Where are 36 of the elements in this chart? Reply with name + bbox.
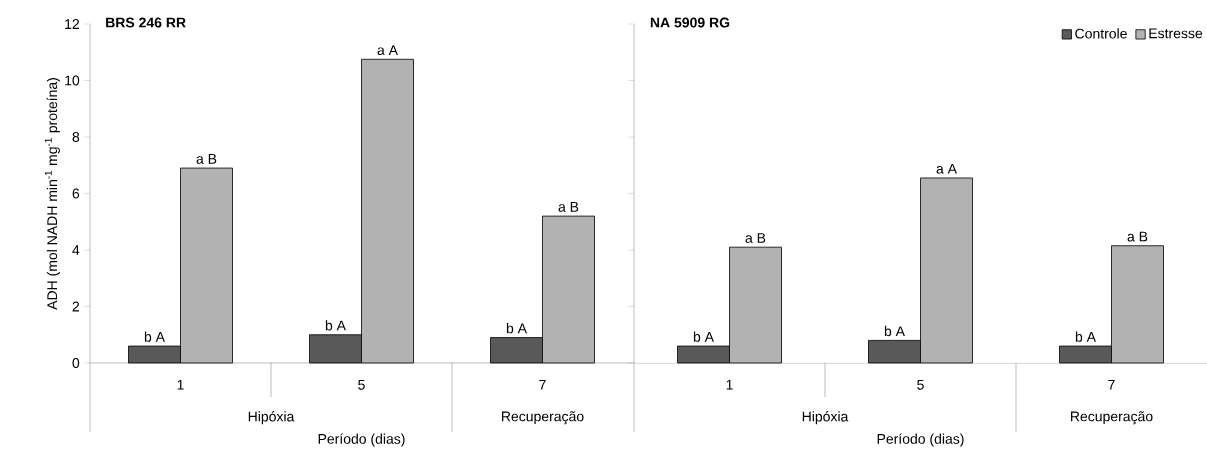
chart-title: BRS 246 RR (106, 17, 186, 28)
legend-label: Estresse (1149, 28, 1203, 39)
data-label: a B (1127, 231, 1148, 242)
x-tick-label: 5 (358, 379, 365, 390)
y-tick-label: 8 (72, 132, 80, 142)
y-tick-label: 6 (72, 188, 80, 199)
x-axis-title: Período (dias) (877, 433, 964, 447)
text: Recuperação (1071, 411, 1153, 425)
data-label: b A (506, 323, 527, 334)
chart-title: NA 5909 RG (650, 17, 730, 28)
x-tick-label: 5 (917, 379, 924, 390)
x-tick-label: 1 (177, 379, 184, 390)
data-label: a A (377, 45, 398, 56)
y-axis-title: ADH (mol NADH min$^{-1}$ mg$^{-1}$ proteína) (44, 78, 60, 310)
data-label: a A (936, 163, 957, 174)
y-tick-label: 0 (72, 358, 80, 368)
x-tick-label: 1 (726, 379, 733, 390)
data-label: b A (144, 331, 165, 342)
y-tick-label: 12 (65, 19, 80, 29)
data-label: b A (884, 325, 905, 337)
text: Hipóxia (248, 411, 295, 425)
text: Recuperação (502, 411, 584, 425)
data-label: b A (325, 320, 346, 331)
y-tick-label: 10 (65, 75, 80, 86)
text: Hipóxia (802, 411, 849, 425)
x-tick-label: 7 (539, 379, 546, 390)
x-axis-title: Período (dias) (318, 433, 405, 447)
data-label: a B (558, 202, 579, 212)
y-tick-label: 4 (72, 245, 80, 255)
data-label: b A (693, 331, 714, 342)
x-tick-label: 7 (1108, 379, 1115, 390)
legend-label: Controle (1075, 28, 1127, 39)
data-label: b A (1075, 331, 1096, 342)
y-tick-label: 2 (72, 301, 80, 312)
data-label: a B (196, 154, 217, 164)
data-label: a B (745, 233, 766, 243)
